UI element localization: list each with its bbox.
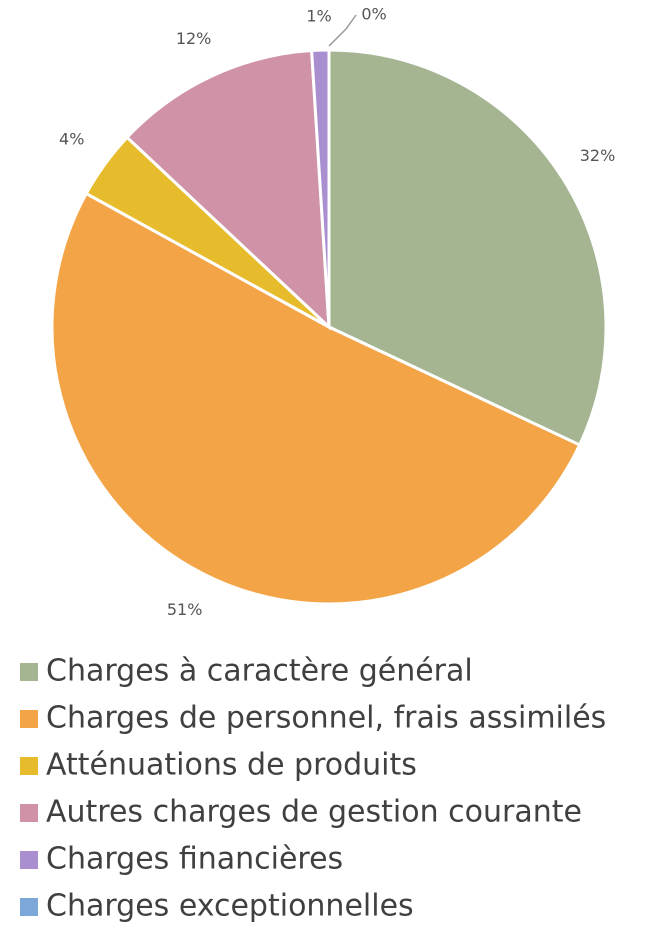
data-label: 32% <box>580 146 616 165</box>
legend-label: Charges financières <box>46 842 343 877</box>
legend-label: Atténuations de produits <box>46 748 417 783</box>
pie-slice <box>50 191 582 606</box>
pie-slice <box>124 48 331 331</box>
legend-swatch <box>20 851 38 869</box>
leader-line <box>328 14 357 47</box>
data-label: 4% <box>59 130 84 149</box>
data-label: 0% <box>361 5 386 24</box>
data-label: 51% <box>167 600 203 619</box>
data-label: 12% <box>176 29 212 48</box>
pie-slice <box>327 48 608 447</box>
legend-swatch <box>20 898 38 916</box>
legend-label: Charges à caractère général <box>46 654 473 689</box>
legend-swatch <box>20 663 38 681</box>
legend-swatch <box>20 710 38 728</box>
data-label: 1% <box>306 7 331 26</box>
legend-label: Charges exceptionnelles <box>46 889 414 924</box>
legend-label: Charges de personnel, frais assimilés <box>46 701 606 736</box>
legend-swatch <box>20 804 38 822</box>
legend-label: Autres charges de gestion courante <box>46 795 582 830</box>
legend-swatch <box>20 757 38 775</box>
